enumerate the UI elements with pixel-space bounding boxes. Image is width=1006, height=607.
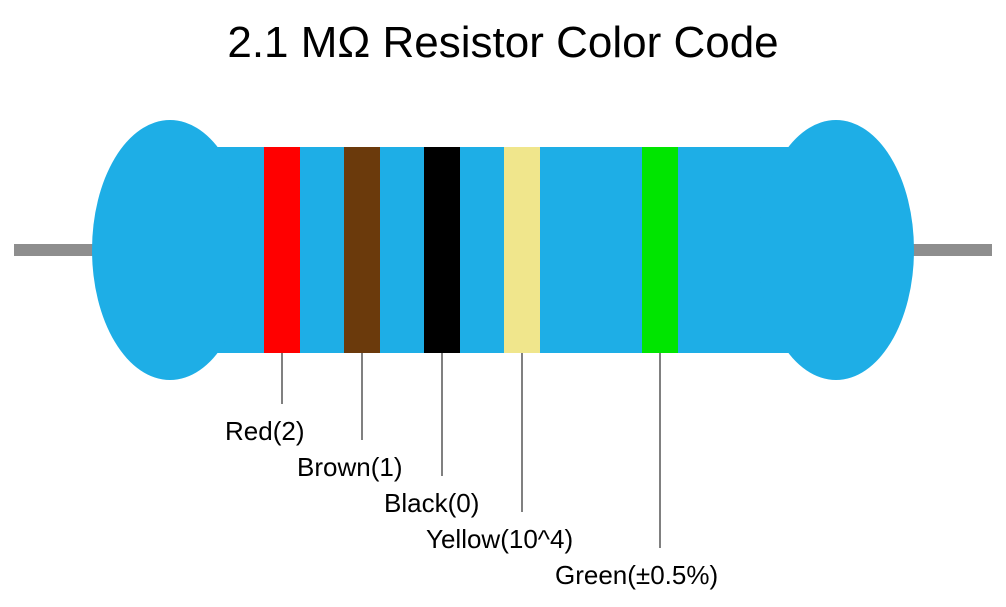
band-4-label: Yellow(10^4) <box>426 524 573 555</box>
resistor-diagram <box>0 0 1006 607</box>
band-1 <box>264 147 300 353</box>
resistor-cap-right <box>758 120 914 380</box>
band-5-label: Green(±0.5%) <box>555 560 718 591</box>
band-5 <box>642 147 678 353</box>
band-2-label: Brown(1) <box>297 452 402 483</box>
band-3-label: Black(0) <box>384 488 479 519</box>
resistor-cap-left <box>92 120 248 380</box>
band-4 <box>504 147 540 353</box>
band-1-label: Red(2) <box>225 416 304 447</box>
band-3 <box>424 147 460 353</box>
band-2 <box>344 147 380 353</box>
